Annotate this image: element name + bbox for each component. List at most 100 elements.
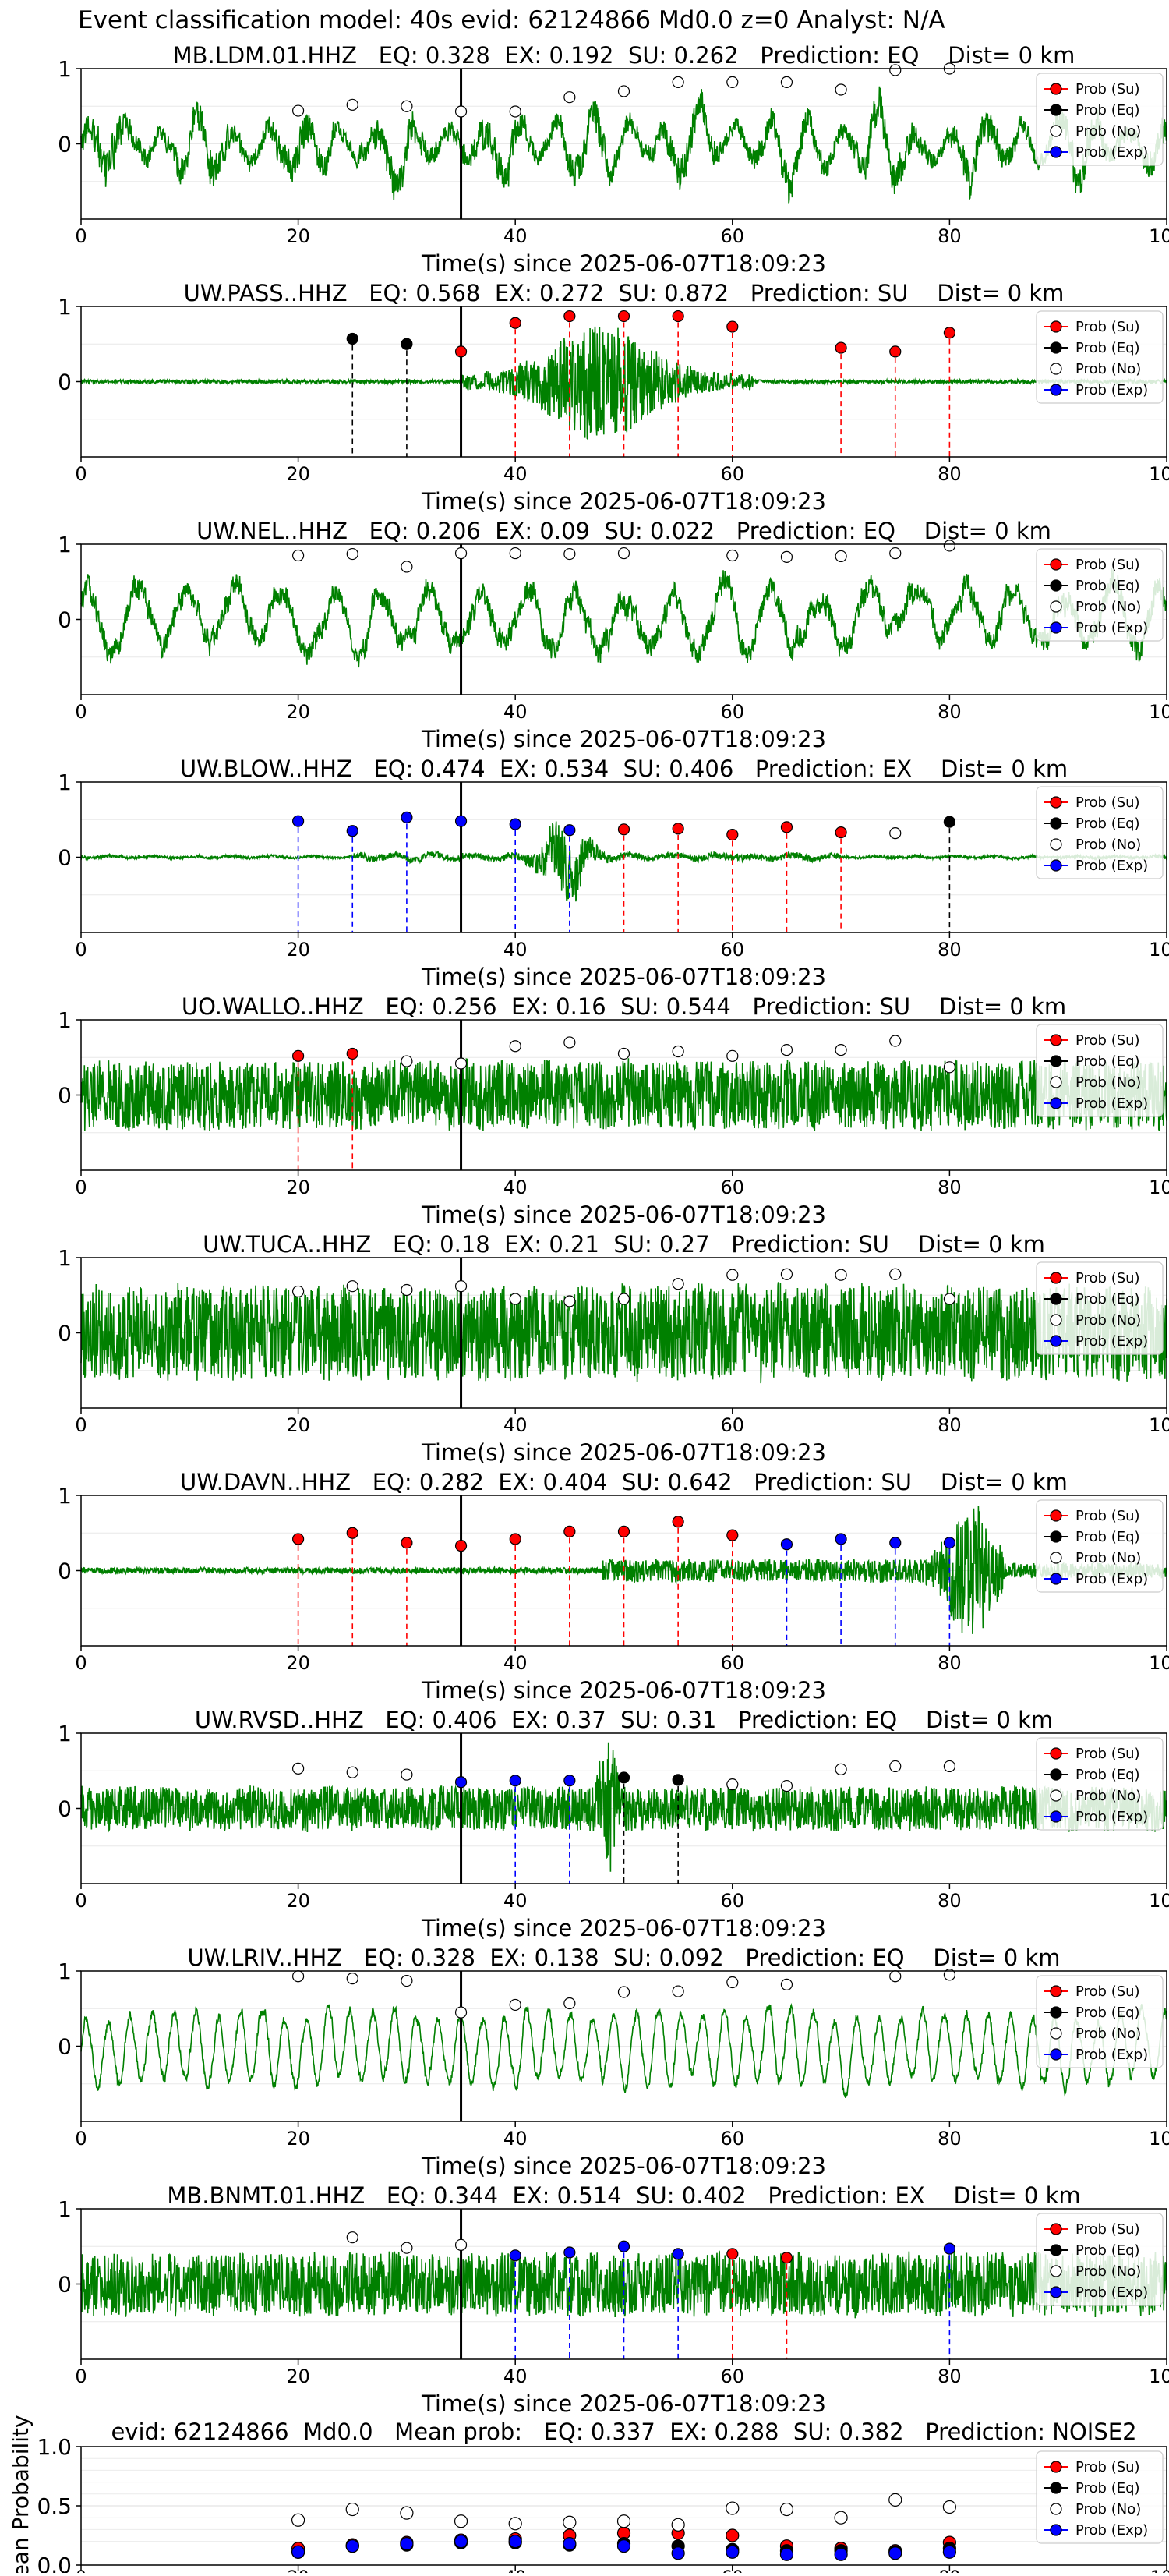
- x-tick-label: 80: [938, 1652, 962, 1674]
- x-tick-label: 0: [75, 2365, 87, 2387]
- mean-point-exp: [834, 2547, 848, 2561]
- x-tick-label: 80: [938, 2365, 962, 2387]
- legend-marker-no: [1050, 2503, 1062, 2515]
- prob-point-no: [943, 540, 956, 552]
- x-tick-label: 20: [286, 225, 310, 247]
- x-tick-label: 0: [75, 1177, 87, 1198]
- panel-title: MB.BNMT.01.HHZ EQ: 0.344 EX: 0.514 SU: 0…: [167, 2182, 1080, 2209]
- prob-point-no: [780, 76, 793, 88]
- prob-point-no: [889, 1970, 902, 1983]
- x-tick-label: 80: [938, 1177, 962, 1198]
- prob-point-no: [509, 1040, 521, 1053]
- waveform-trace: [80, 1506, 1167, 1634]
- x-tick-label: 20: [286, 2365, 310, 2387]
- legend-marker-no: [1050, 363, 1062, 375]
- prob-point-no: [292, 1285, 305, 1298]
- x-tick-label: 60: [721, 2128, 745, 2150]
- prob-point-su: [292, 1049, 305, 1062]
- legend-marker-exp: [1050, 2048, 1062, 2061]
- x-tick-label: 80: [938, 1890, 962, 1912]
- prob-point-no: [617, 1293, 630, 1305]
- prob-point-no: [726, 1049, 739, 1062]
- figure-title: Event classification model: 40s evid: 62…: [78, 6, 945, 34]
- prob-point-no: [835, 1269, 847, 1281]
- legend-label: Prob (Eq): [1075, 2005, 1140, 2021]
- waveform-trace: [80, 821, 1167, 902]
- legend-label: Prob (Su): [1075, 1508, 1140, 1524]
- y-tick-label: 0: [58, 1321, 72, 1346]
- legend-label: Prob (Su): [1075, 557, 1140, 573]
- legend-marker-eq: [1050, 2006, 1062, 2019]
- legend-label: Prob (No): [1075, 123, 1141, 140]
- prob-point-no: [292, 104, 305, 117]
- x-tick-label: 40: [503, 2365, 528, 2387]
- prob-point-su: [672, 310, 684, 323]
- legend-box: [1036, 1499, 1164, 1593]
- x-tick-label: 100: [1149, 1414, 1169, 1436]
- legend-label: Prob (Eq): [1075, 2242, 1140, 2259]
- y-tick-label: 0: [58, 2272, 72, 2298]
- legend-marker-su: [1050, 320, 1062, 333]
- legend-label: Prob (Su): [1075, 1983, 1140, 2000]
- x-tick-label: 20: [286, 939, 310, 961]
- y-tick-label: 1: [58, 532, 72, 557]
- prob-point-no: [943, 1760, 956, 1773]
- mean-point-no: [671, 2518, 685, 2532]
- legend-marker-su: [1050, 1985, 1062, 1997]
- prob-point-no: [292, 1970, 305, 1983]
- waveform-trace: [80, 1742, 1167, 1872]
- panel-7: 01020406080100UW.DAVN..HHZ EQ: 0.282 EX:…: [58, 1469, 1169, 1704]
- legend-label: Prob (Eq): [1075, 340, 1140, 356]
- x-tick-label: 60: [722, 2568, 743, 2573]
- legend-label: Prob (Exp): [1075, 1571, 1148, 1587]
- legend-box: [1036, 2450, 1164, 2544]
- mean-point-exp: [671, 2546, 685, 2560]
- x-tick-label: 60: [721, 1890, 745, 1912]
- legend-label: Prob (Su): [1075, 1032, 1140, 1049]
- x-tick-label: 40: [504, 2568, 526, 2573]
- legend-marker-no: [1050, 125, 1062, 137]
- x-tick-label: 60: [721, 1652, 745, 1674]
- prob-point-no: [401, 2242, 413, 2254]
- prob-point-no: [726, 549, 739, 562]
- x-tick-label: 100: [1149, 939, 1169, 961]
- prob-point-exp: [509, 2249, 521, 2262]
- legend-marker-eq: [1050, 2482, 1062, 2494]
- y-tick-label: 1: [58, 1721, 72, 1746]
- x-tick-label: 40: [503, 225, 528, 247]
- x-tick-label: 100: [1149, 225, 1169, 247]
- prob-point-su: [617, 1525, 630, 1537]
- x-tick-label: 100: [1149, 463, 1169, 485]
- panel-2: 01020406080100UW.PASS..HHZ EQ: 0.568 EX:…: [58, 280, 1169, 515]
- legend-label: Prob (Exp): [1075, 1095, 1148, 1112]
- waveform-trace: [80, 2002, 1167, 2099]
- x-tick-label: 60: [721, 939, 745, 961]
- prob-point-no: [889, 64, 902, 76]
- legend-marker-no: [1050, 1789, 1062, 1802]
- prob-point-no: [672, 1278, 684, 1290]
- panel-mean: 0.0 0.5 1.0 0 20 40 60 80 100 evid: 62124866 Md0.…: [8, 2415, 1169, 2576]
- legend-box: [1036, 1975, 1164, 2068]
- mean-point-exp: [508, 2535, 522, 2549]
- prob-point-no: [346, 1973, 358, 1985]
- x-tick-label: 60: [721, 1414, 745, 1436]
- y-axis-label: Mean Probability: [8, 2415, 34, 2573]
- prob-point-no: [780, 1978, 793, 1990]
- mean-point-exp: [616, 2539, 631, 2553]
- prob-point-no: [401, 561, 413, 573]
- legend-label: Prob (Su): [1075, 1746, 1140, 1762]
- legend-label: Prob (Su): [1075, 319, 1140, 335]
- x-tick-label: 40: [503, 939, 528, 961]
- y-tick-label: 0: [58, 1559, 72, 1584]
- prob-point-no: [617, 85, 630, 97]
- prob-point-no: [346, 1280, 358, 1293]
- legend-marker-no: [1050, 1314, 1062, 1326]
- x-tick-label: 60: [721, 2365, 745, 2387]
- prob-point-no: [563, 91, 576, 104]
- y-tick-label: 0.0: [37, 2553, 72, 2573]
- prob-point-su: [454, 1540, 468, 1552]
- prob-point-no: [454, 1057, 468, 1070]
- prob-point-exp: [617, 2240, 630, 2252]
- legend-label: Prob (Eq): [1075, 2480, 1140, 2496]
